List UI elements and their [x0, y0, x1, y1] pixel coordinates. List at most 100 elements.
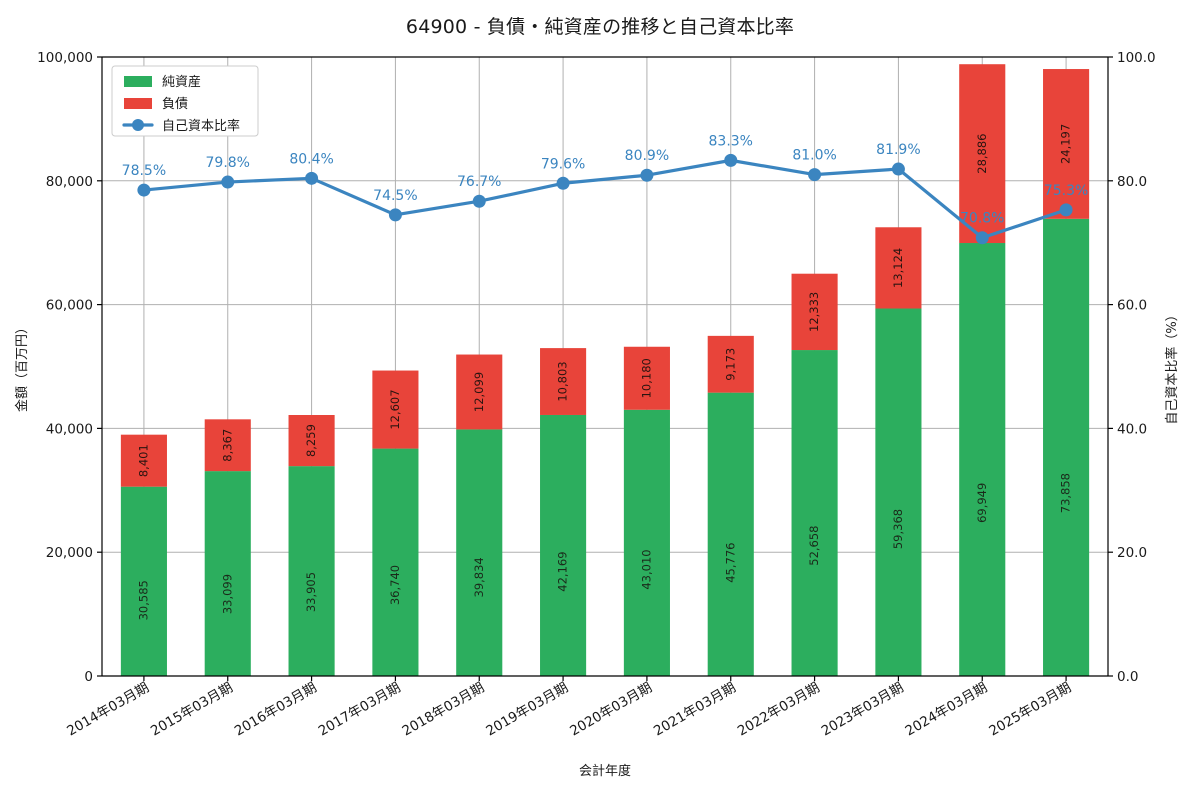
bar-net-assets[interactable]: [288, 466, 335, 676]
legend-label-net-assets: 純資産: [162, 74, 201, 90]
legend-label-liabilities: 負債: [162, 97, 188, 112]
x-axis-tick-label: 2018年03月期: [400, 680, 488, 740]
legend-swatch-net-assets: [124, 76, 152, 87]
bar-value-labels: 30,585 8,401 33,099 8,367 33,905 8,259 36,740 1…: [136, 124, 1072, 621]
x-axis-tick-label: 2023年03月期: [819, 680, 907, 740]
bar-net-assets[interactable]: [540, 414, 587, 676]
bar-value-label-net-assets: 30,585: [136, 580, 150, 620]
equity-ratio-point[interactable]: [808, 168, 822, 182]
equity-ratio-point[interactable]: [640, 168, 654, 182]
y-axis-tick-label: 0: [84, 669, 93, 685]
x-axis-tick-label: 2022年03月期: [735, 680, 823, 740]
bar-net-assets[interactable]: [1043, 218, 1090, 677]
bar-value-label-liabilities: 8,401: [136, 444, 150, 477]
bar-liabilities[interactable]: [288, 415, 335, 467]
bar-value-label-net-assets: 69,949: [975, 483, 989, 523]
bar-net-assets[interactable]: [791, 350, 838, 676]
y-axis-left: 0 20,000 40,000 60,000 80,000 100,000 金額（百万円）: [14, 50, 102, 685]
bar-net-assets[interactable]: [204, 471, 251, 676]
bar-value-label-liabilities: 24,197: [1059, 124, 1073, 164]
y-axis-left-title: 金額（百万円）: [14, 321, 30, 412]
bar-net-assets[interactable]: [959, 243, 1006, 676]
line-series-group: [137, 153, 1073, 245]
equity-ratio-label: 76.7%: [457, 174, 501, 190]
percent-labels: 78.5% 79.8% 80.4% 74.5% 76.7% 79.6% 80.9% 83.3%…: [122, 133, 1089, 226]
x-axis-tick-label: 2021年03月期: [651, 680, 739, 740]
bar-value-label-net-assets: 33,905: [304, 572, 318, 612]
bar-value-label-net-assets: 45,776: [723, 543, 737, 583]
equity-ratio-label: 80.9%: [625, 148, 669, 164]
bar-liabilities[interactable]: [707, 335, 754, 393]
bar-value-label-liabilities: 13,124: [891, 248, 905, 288]
y2-axis-tick-label: 40.0: [1117, 421, 1147, 437]
bar-liabilities[interactable]: [791, 273, 838, 351]
equity-ratio-point[interactable]: [724, 153, 738, 167]
bar-liabilities[interactable]: [875, 227, 922, 309]
bar-net-assets[interactable]: [875, 308, 922, 676]
y2-axis-tick-label: 80.0: [1117, 174, 1147, 190]
bar-liabilities[interactable]: [959, 64, 1006, 244]
bar-value-label-liabilities: 8,367: [220, 429, 234, 462]
y2-axis-tick-label: 100.0: [1117, 50, 1156, 66]
equity-ratio-label: 80.4%: [289, 151, 333, 167]
bar-net-assets[interactable]: [707, 392, 754, 676]
equity-ratio-label: 79.6%: [541, 156, 585, 172]
equity-ratio-point[interactable]: [1059, 203, 1073, 217]
bar-series-group: [120, 64, 1090, 677]
bar-liabilities[interactable]: [372, 370, 419, 449]
bar-value-label-liabilities: 28,886: [975, 133, 989, 173]
bar-liabilities[interactable]: [623, 346, 670, 410]
bar-value-label-liabilities: 8,259: [304, 424, 318, 457]
bar-net-assets[interactable]: [120, 486, 167, 676]
bar-value-label-net-assets: 43,010: [639, 549, 653, 589]
legend-marker-equity-ratio: [132, 119, 144, 131]
x-axis: 2014年03月期2015年03月期2016年03月期2017年03月期2018…: [64, 676, 1074, 779]
x-axis-tick-label: 2014年03月期: [64, 680, 152, 740]
bar-liabilities[interactable]: [204, 419, 251, 472]
x-axis-tick-label: 2025年03月期: [986, 680, 1074, 740]
legend-swatch-liabilities: [124, 98, 152, 109]
y-axis-tick-label: 60,000: [46, 298, 93, 314]
equity-ratio-point[interactable]: [221, 175, 235, 189]
bar-value-label-liabilities: 12,607: [388, 389, 402, 429]
bar-liabilities[interactable]: [1043, 69, 1090, 219]
y2-axis-tick-label: 60.0: [1117, 298, 1147, 314]
equity-ratio-label: 79.8%: [206, 155, 250, 171]
bar-net-assets[interactable]: [456, 429, 503, 676]
bar-value-label-net-assets: 36,740: [388, 565, 402, 605]
axis-spines: [101, 56, 1109, 677]
grid-lines: [102, 56, 1108, 676]
bar-net-assets[interactable]: [372, 448, 419, 676]
chart-title: 64900 - 負債・純資産の推移と自己資本比率: [405, 16, 795, 38]
equity-ratio-label: 78.5%: [122, 163, 166, 179]
equity-ratio-label: 75.3%: [1044, 183, 1088, 199]
equity-ratio-point[interactable]: [891, 162, 905, 176]
legend-label-equity-ratio: 自己資本比率: [162, 118, 240, 134]
bar-value-label-net-assets: 73,858: [1059, 473, 1073, 513]
equity-ratio-label: 83.3%: [709, 133, 753, 149]
bar-value-label-liabilities: 9,173: [723, 348, 737, 381]
y-axis-tick-label: 20,000: [46, 545, 93, 561]
x-axis-tick-label: 2024年03月期: [903, 680, 991, 740]
bar-net-assets[interactable]: [623, 409, 670, 676]
equity-ratio-point[interactable]: [137, 183, 151, 197]
equity-ratio-point[interactable]: [556, 176, 570, 190]
y2-axis-tick-label: 0.0: [1117, 669, 1138, 685]
equity-ratio-point[interactable]: [472, 194, 486, 208]
bar-value-label-net-assets: 42,169: [556, 551, 570, 591]
y-axis-right: 0.0 20.0 40.0 60.0 80.0 100.0 自己資本比率（%）: [1108, 50, 1180, 685]
bar-value-label-liabilities: 12,333: [807, 292, 821, 332]
equity-ratio-point[interactable]: [305, 171, 319, 185]
bar-liabilities[interactable]: [540, 348, 587, 415]
bar-value-label-net-assets: 52,658: [807, 525, 821, 565]
bar-liabilities[interactable]: [456, 354, 503, 430]
y2-axis-tick-label: 20.0: [1117, 545, 1147, 561]
equity-ratio-point[interactable]: [975, 231, 989, 245]
equity-ratio-point[interactable]: [388, 208, 402, 222]
x-axis-tick-label: 2015年03月期: [148, 680, 236, 740]
bar-value-label-liabilities: 12,099: [472, 372, 486, 412]
x-axis-tick-label: 2017年03月期: [316, 680, 404, 740]
bar-liabilities[interactable]: [120, 434, 167, 487]
